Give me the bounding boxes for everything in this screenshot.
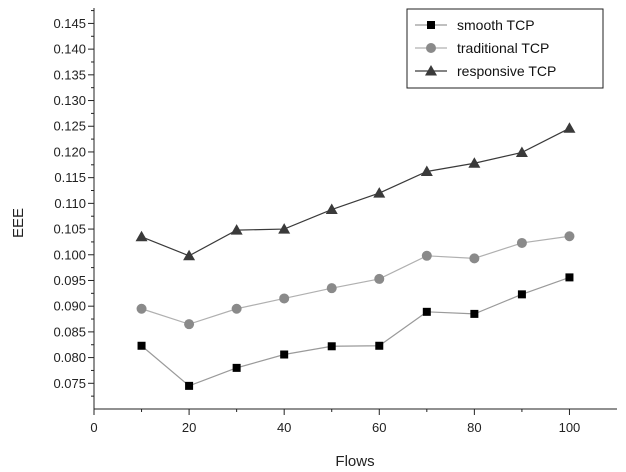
y-tick-label: 0.110 <box>54 196 86 211</box>
y-tick-label: 0.090 <box>53 299 86 314</box>
series-line-smooth-tcp <box>141 276 570 387</box>
data-point-smooth-tcp <box>280 350 289 359</box>
x-tick-label: 60 <box>372 420 386 435</box>
data-point-traditional-tcp <box>326 283 337 294</box>
data-point-responsive-tcp <box>135 230 148 242</box>
series-line-responsive-tcp <box>141 127 570 257</box>
x-tick-label: 100 <box>559 420 581 435</box>
y-tick-label: 0.120 <box>53 144 86 159</box>
data-point-smooth-tcp <box>185 381 194 390</box>
data-point-responsive-tcp <box>278 223 291 234</box>
data-point-smooth-tcp <box>422 307 431 316</box>
data-point-smooth-tcp <box>470 309 479 318</box>
y-tick-label: 0.075 <box>53 376 86 391</box>
data-point-traditional-tcp <box>279 293 290 304</box>
y-tick-label: 0.140 <box>53 42 86 57</box>
legend-label-traditional-tcp: traditional TCP <box>457 40 549 56</box>
y-tick-label: 0.125 <box>53 119 86 134</box>
y-axis-title: EEE <box>10 208 27 238</box>
x-tick-label: 80 <box>467 420 481 435</box>
data-point-traditional-tcp <box>564 231 575 242</box>
data-point-responsive-tcp <box>373 187 386 198</box>
data-point-traditional-tcp <box>231 303 242 314</box>
x-tick-label: 20 <box>182 420 196 435</box>
y-tick-label: 0.145 <box>53 16 86 31</box>
data-point-responsive-tcp <box>563 122 576 133</box>
x-axis-title: Flows <box>335 453 374 470</box>
data-point-smooth-tcp <box>517 290 526 299</box>
data-point-traditional-tcp <box>374 273 385 284</box>
data-point-traditional-tcp <box>136 303 147 314</box>
data-point-responsive-tcp <box>183 249 196 261</box>
x-tick-label: 40 <box>277 420 291 435</box>
data-point-traditional-tcp <box>516 237 527 248</box>
y-tick-label: 0.135 <box>53 67 86 82</box>
y-tick-label: 0.095 <box>53 273 86 288</box>
data-point-responsive-tcp <box>420 165 433 176</box>
y-tick-label: 0.100 <box>53 247 86 262</box>
data-point-smooth-tcp <box>375 341 384 350</box>
data-point-responsive-tcp <box>230 224 243 235</box>
data-point-smooth-tcp <box>327 342 336 351</box>
legend-box <box>406 8 604 89</box>
data-point-smooth-tcp <box>232 363 241 372</box>
legend-marker-smooth-tcp <box>427 21 435 29</box>
data-point-traditional-tcp <box>469 253 480 264</box>
data-point-traditional-tcp <box>184 319 195 330</box>
data-point-smooth-tcp <box>565 273 574 282</box>
data-point-responsive-tcp <box>468 157 481 168</box>
legend-label-smooth-tcp: smooth TCP <box>457 17 535 33</box>
legend-marker-traditional-tcp <box>426 43 436 53</box>
series-line-traditional-tcp <box>141 235 570 325</box>
x-tick-label: 0 <box>90 420 97 435</box>
y-tick-label: 0.105 <box>53 222 86 237</box>
data-point-responsive-tcp <box>515 146 528 157</box>
y-tick-label: 0.085 <box>53 324 86 339</box>
data-point-smooth-tcp <box>137 341 146 350</box>
legend-label-responsive-tcp: responsive TCP <box>457 63 556 79</box>
legend: smooth TCP traditional TCP responsive TCP <box>406 8 604 89</box>
y-tick-label: 0.080 <box>53 350 86 365</box>
legend-marker-responsive-tcp <box>425 65 437 76</box>
series-layer <box>135 122 576 390</box>
axes: 0 20 40 60 80 100 0.075 0.080 0.085 0.090 0.095 0.1… <box>53 8 617 435</box>
y-tick-label: 0.115 <box>54 170 86 185</box>
data-point-traditional-tcp <box>421 250 432 261</box>
data-point-responsive-tcp <box>325 203 338 215</box>
y-tick-label: 0.130 <box>53 93 86 108</box>
